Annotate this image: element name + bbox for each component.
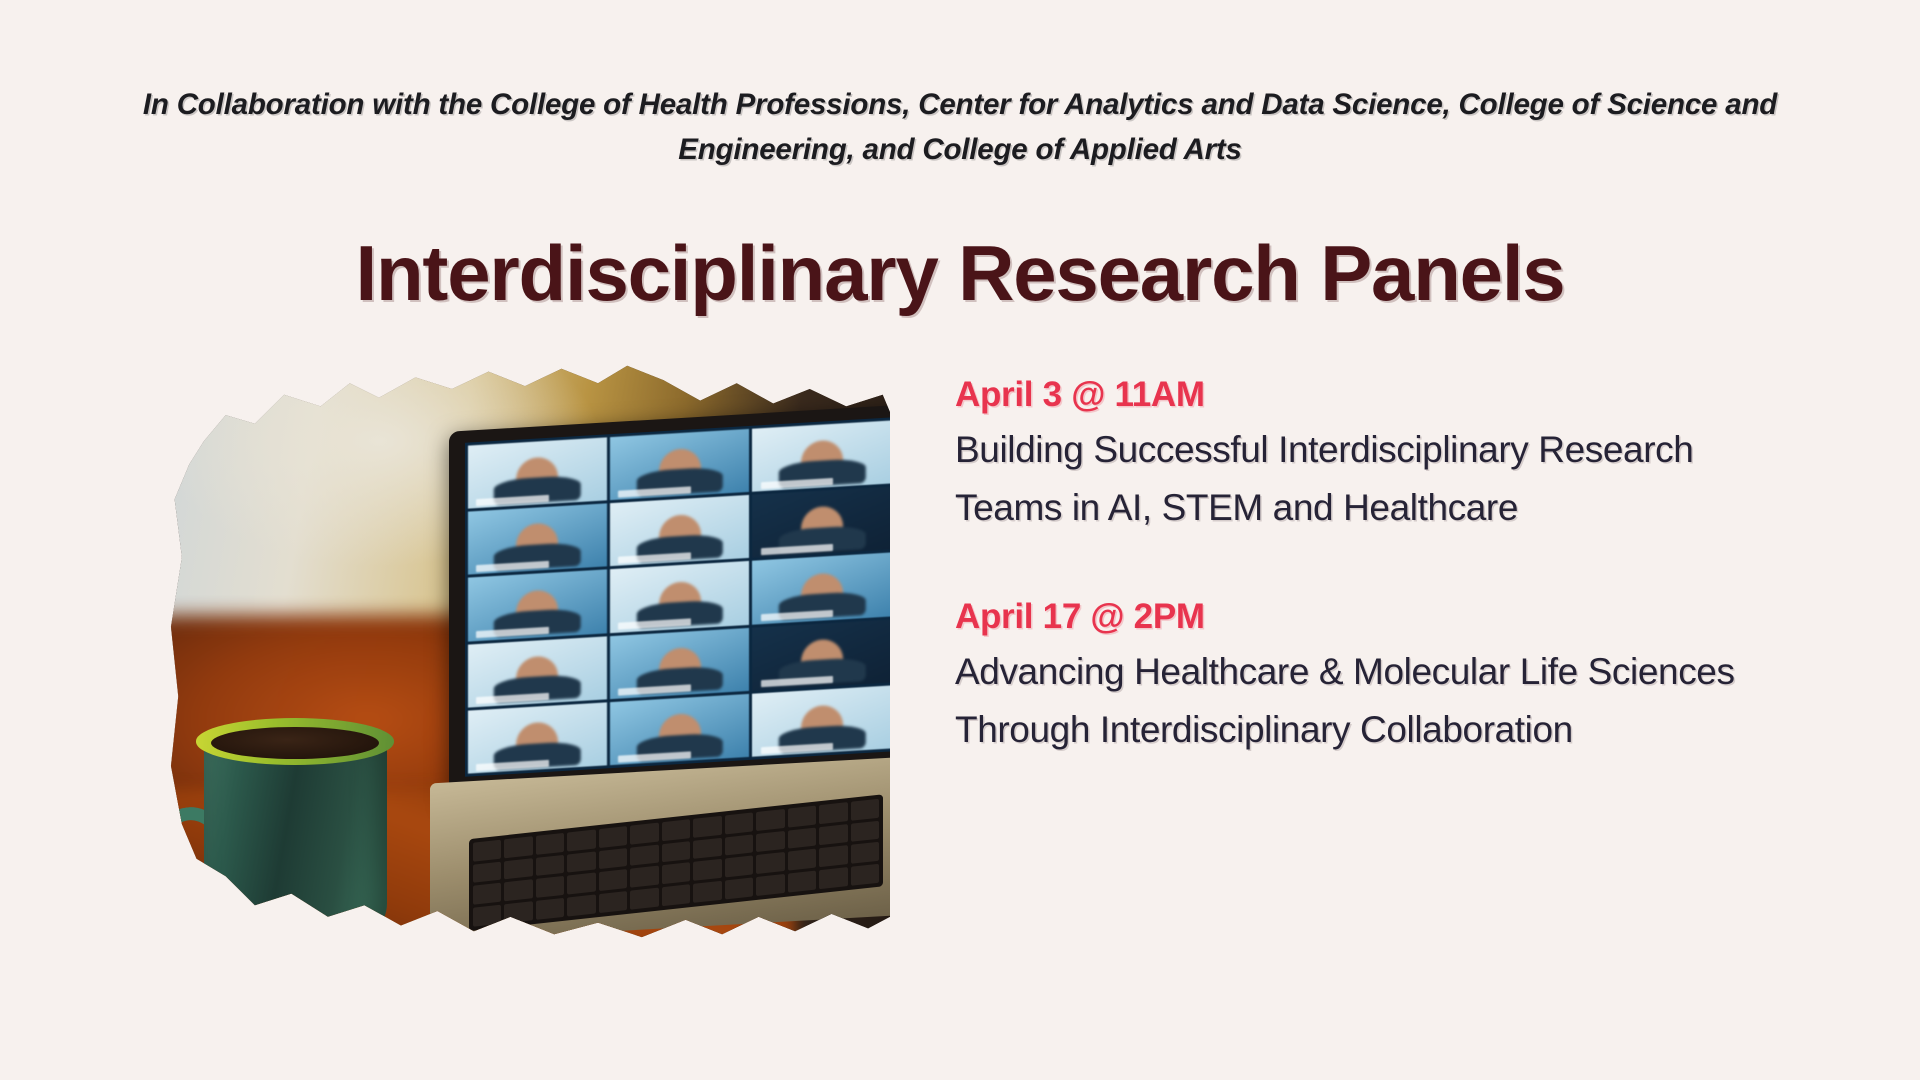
event-description: Building Successful Interdisciplinary Re… bbox=[955, 429, 1694, 528]
mug-coffee bbox=[210, 726, 380, 760]
participant-tile bbox=[752, 619, 890, 691]
participant-tile bbox=[752, 685, 890, 757]
participant-tile bbox=[610, 561, 750, 633]
event-date: April 17 @ 2PM bbox=[955, 597, 1205, 636]
participant-tile bbox=[610, 627, 750, 700]
page-title: Interdisciplinary Research Panels bbox=[355, 229, 1566, 317]
laptop-base bbox=[430, 756, 890, 938]
video-call-photo bbox=[170, 365, 890, 938]
participant-tile bbox=[468, 635, 608, 708]
video-call-grid bbox=[465, 417, 890, 777]
event-item: April 3 @ 11AM Building Successful Inter… bbox=[955, 375, 1805, 537]
participant-tile bbox=[610, 428, 750, 501]
laptop bbox=[430, 404, 890, 938]
event-date: April 3 @ 11AM bbox=[955, 375, 1205, 414]
event-list: April 3 @ 11AM Building Successful Inter… bbox=[955, 375, 1805, 759]
event-item: April 17 @ 2PM Advancing Healthcare & Mo… bbox=[955, 597, 1805, 759]
event-description: Advancing Healthcare & Molecular Life Sc… bbox=[955, 651, 1735, 750]
participant-tile bbox=[468, 702, 608, 774]
laptop-lid bbox=[449, 404, 890, 800]
participant-tile bbox=[610, 494, 750, 567]
photo-container bbox=[160, 360, 890, 940]
participant-tile bbox=[752, 486, 890, 559]
participant-tile bbox=[468, 569, 608, 642]
participant-tile bbox=[752, 552, 890, 625]
coffee-mug bbox=[170, 714, 416, 938]
collaboration-line: In Collaboration with the College of Hea… bbox=[142, 88, 1778, 166]
participant-tile bbox=[468, 437, 608, 509]
participant-tile bbox=[610, 693, 750, 766]
participant-tile bbox=[468, 503, 608, 575]
laptop-keyboard bbox=[468, 794, 883, 932]
participant-tile bbox=[752, 420, 890, 492]
